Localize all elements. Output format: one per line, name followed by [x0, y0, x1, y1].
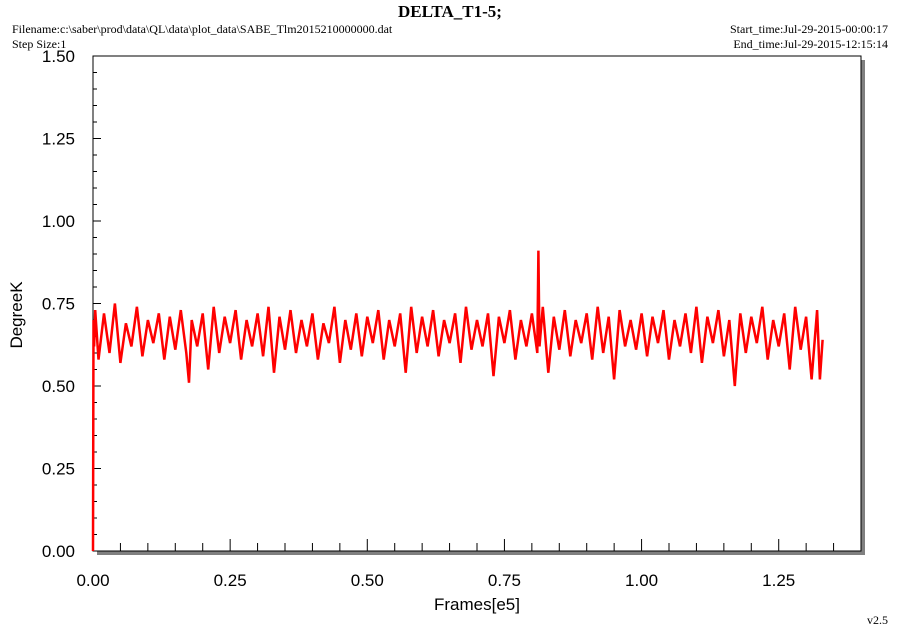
step-size-label: Step Size:1: [12, 37, 67, 51]
x-tick-label: 0.25: [214, 571, 247, 590]
x-axis-title: Frames[e5]: [434, 595, 520, 614]
x-tick-label: 0.00: [76, 571, 109, 590]
y-tick-label: 0.50: [42, 377, 75, 396]
x-tick-label: 0.50: [351, 571, 384, 590]
series-layer: [91, 250, 824, 552]
plot-frame: [92, 55, 862, 552]
x-tick-label: 1.00: [625, 571, 658, 590]
series-line: [91, 250, 824, 552]
x-axis: 0.00 0.25 0.50 0.75 1.00 1.25: [76, 539, 862, 590]
y-tick-label: 0.75: [42, 295, 75, 314]
y-axis: 0.00 0.25 0.50 0.75 1.00 1.25 1.50: [42, 47, 101, 561]
end-time-label: End_time:Jul-29-2015-12:15:14: [733, 37, 888, 51]
y-tick-label: 1.25: [42, 130, 75, 149]
y-tick-label: 0.25: [42, 460, 75, 479]
y-tick-label: 1.00: [42, 212, 75, 231]
version-label: v2.5: [867, 613, 888, 627]
chart-title: DELTA_T1-5;: [398, 2, 502, 21]
y-tick-label: 1.50: [42, 47, 75, 66]
filename-label: Filename:c:\saber\prod\data\QL\data\plot…: [12, 22, 393, 36]
x-tick-label: 0.75: [488, 571, 521, 590]
start-time-label: Start_time:Jul-29-2015-00:00:17: [730, 22, 888, 36]
y-axis-title: DegreeK: [7, 281, 26, 349]
y-tick-label: 0.00: [42, 542, 75, 561]
x-tick-label: 1.25: [762, 571, 795, 590]
